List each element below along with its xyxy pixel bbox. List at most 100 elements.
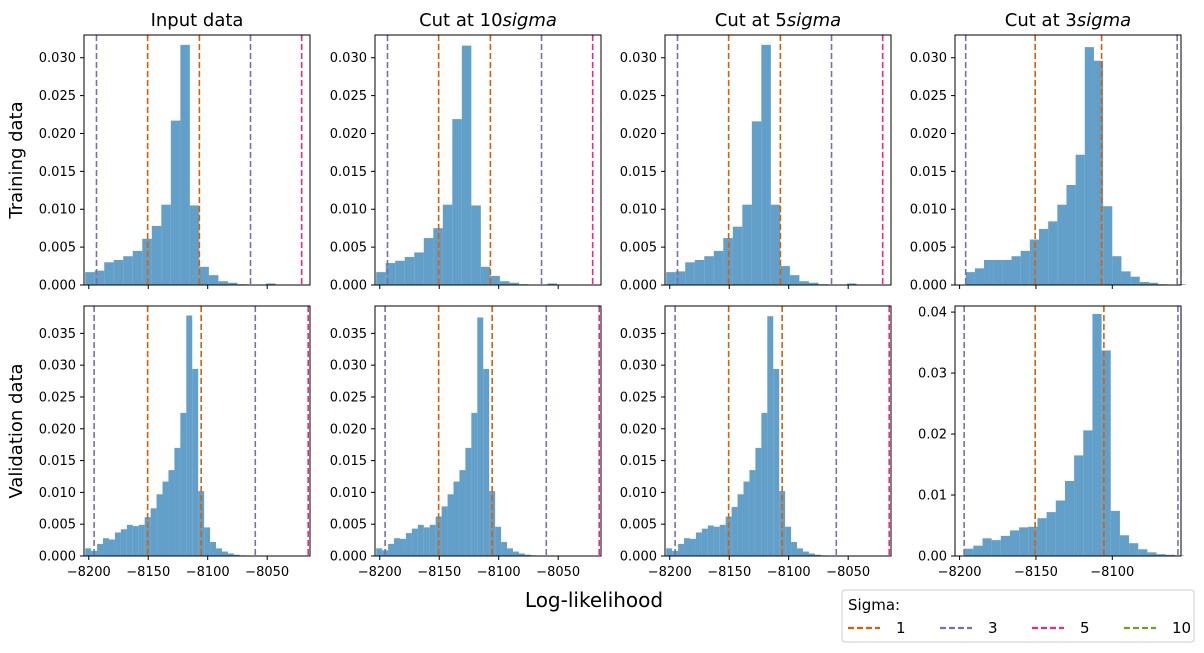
histogram-bar [791, 542, 798, 556]
histogram-bar [1165, 554, 1175, 556]
y-tick-label: 0.015 [620, 165, 657, 180]
histogram-bar [991, 540, 1001, 556]
histogram-bar [974, 268, 985, 285]
y-tick-label: 0.015 [39, 454, 76, 469]
y-tick-label: 0.000 [620, 279, 657, 294]
histogram-bar [376, 272, 386, 285]
y-tick-label: 0.025 [910, 89, 947, 104]
panel-5: 0.000 0.005 0.010 0.015 0.020 0.025 0.030 0.035… [39, 305, 311, 580]
histogram-bar [993, 260, 1003, 285]
histogram-bar [1064, 481, 1075, 556]
y-tick-label: 0.020 [330, 422, 367, 437]
y-tick-label: 0.02 [918, 428, 947, 443]
histogram-bar [1074, 455, 1084, 556]
histogram-bar [108, 539, 115, 556]
histogram-bar [1002, 260, 1012, 285]
histogram-bar [199, 266, 209, 285]
histogram-bar [114, 532, 121, 556]
histogram-bar [1139, 281, 1149, 285]
row-label-validation: Validation data [6, 363, 27, 498]
histogram-bar [713, 250, 724, 285]
y-tick-label: 0.020 [39, 422, 76, 437]
histogram-bar [675, 271, 686, 285]
histogram-bar [113, 260, 124, 285]
histogram-bar [395, 260, 405, 285]
y-tick-label: 0.025 [620, 89, 657, 104]
histogram-bar [1147, 552, 1157, 556]
histogram-bar [132, 526, 139, 556]
x-axis-label: Log-likelihood [525, 588, 663, 612]
y-tick-label: 0.025 [330, 89, 367, 104]
row-label-training: Training data [6, 101, 27, 219]
histogram-bar [789, 275, 800, 285]
histogram-bar [499, 281, 510, 285]
axes-frame [83, 34, 311, 286]
histogram-bar [1110, 510, 1120, 556]
histogram-bar [471, 412, 478, 556]
y-tick-label: 0.025 [39, 89, 76, 104]
x-tick-label: −8100 [1090, 565, 1134, 580]
histogram-bar [1011, 256, 1021, 285]
histogram-bar [227, 282, 238, 285]
y-tick-label: 0.005 [620, 518, 657, 533]
histogram-bar [233, 554, 240, 556]
legend-entry-sigma-5: 5 [1032, 619, 1090, 637]
histogram-bar [507, 548, 513, 556]
histogram-bar [411, 528, 418, 556]
histogram-bar [1000, 535, 1010, 556]
histogram-bar [1083, 430, 1093, 556]
y-tick-label: 0.010 [620, 486, 657, 501]
histogram-bar [512, 551, 519, 556]
histogram-bar [982, 538, 992, 556]
y-tick-label: 0.015 [39, 165, 76, 180]
histogram-bar [1019, 527, 1029, 556]
x-tick-label: −8150 [126, 565, 170, 580]
y-tick-label: 0.01 [918, 489, 947, 504]
histogram-bar [210, 542, 217, 556]
y-tick-label: 0.030 [39, 359, 76, 374]
x-tick-label: −8050 [245, 565, 289, 580]
histogram-bar [965, 272, 975, 285]
histogram-bar [964, 548, 974, 556]
histogram-bar [732, 226, 743, 285]
histogram-bar [707, 525, 714, 556]
histogram-bar [385, 263, 396, 285]
histogram-bar [1046, 512, 1056, 556]
histogram-bar [743, 481, 750, 556]
y-tick-label: 0.030 [330, 359, 367, 374]
y-tick-label: 0.015 [620, 454, 657, 469]
histogram-bar [495, 526, 502, 556]
histogram-bar [123, 256, 133, 285]
histogram-bar [1066, 185, 1076, 285]
histogram-bar [797, 548, 803, 556]
legend-entries: 1 3 5 10 [848, 619, 1191, 637]
histogram-bar [423, 527, 430, 556]
x-tick-label: −8150 [417, 565, 461, 580]
histogram-bar [168, 470, 175, 556]
y-tick-label: 0.035 [39, 327, 76, 342]
histogram-bar [737, 494, 744, 556]
y-tick-label: 0.000 [39, 279, 76, 294]
y-tick-label: 0.030 [330, 51, 367, 66]
x-tick-label: −8100 [767, 565, 811, 580]
histogram-bar [1084, 47, 1094, 285]
histogram-bar [780, 266, 790, 285]
histogram-bar [524, 554, 531, 556]
histogram-bar [1092, 313, 1102, 556]
histogram-bar [94, 270, 105, 285]
histogram-bar [666, 272, 676, 285]
y-tick-label: 0.035 [330, 327, 367, 342]
histogram-bar [150, 508, 157, 556]
panel-7: 0.000 0.005 0.010 0.015 0.020 0.025 0.030 0.035… [620, 305, 892, 580]
y-tick-label: 0.005 [330, 241, 367, 256]
y-tick-label: 0.00 [918, 550, 947, 565]
histogram-bar [770, 204, 781, 285]
histogram-bar [180, 44, 190, 286]
y-tick-label: 0.020 [39, 127, 76, 142]
histogram-bar [394, 538, 400, 556]
legend-label: 3 [988, 619, 998, 637]
axes-frame [954, 305, 1182, 557]
histogram-bar [471, 205, 481, 285]
y-tick-label: 0.025 [39, 390, 76, 405]
